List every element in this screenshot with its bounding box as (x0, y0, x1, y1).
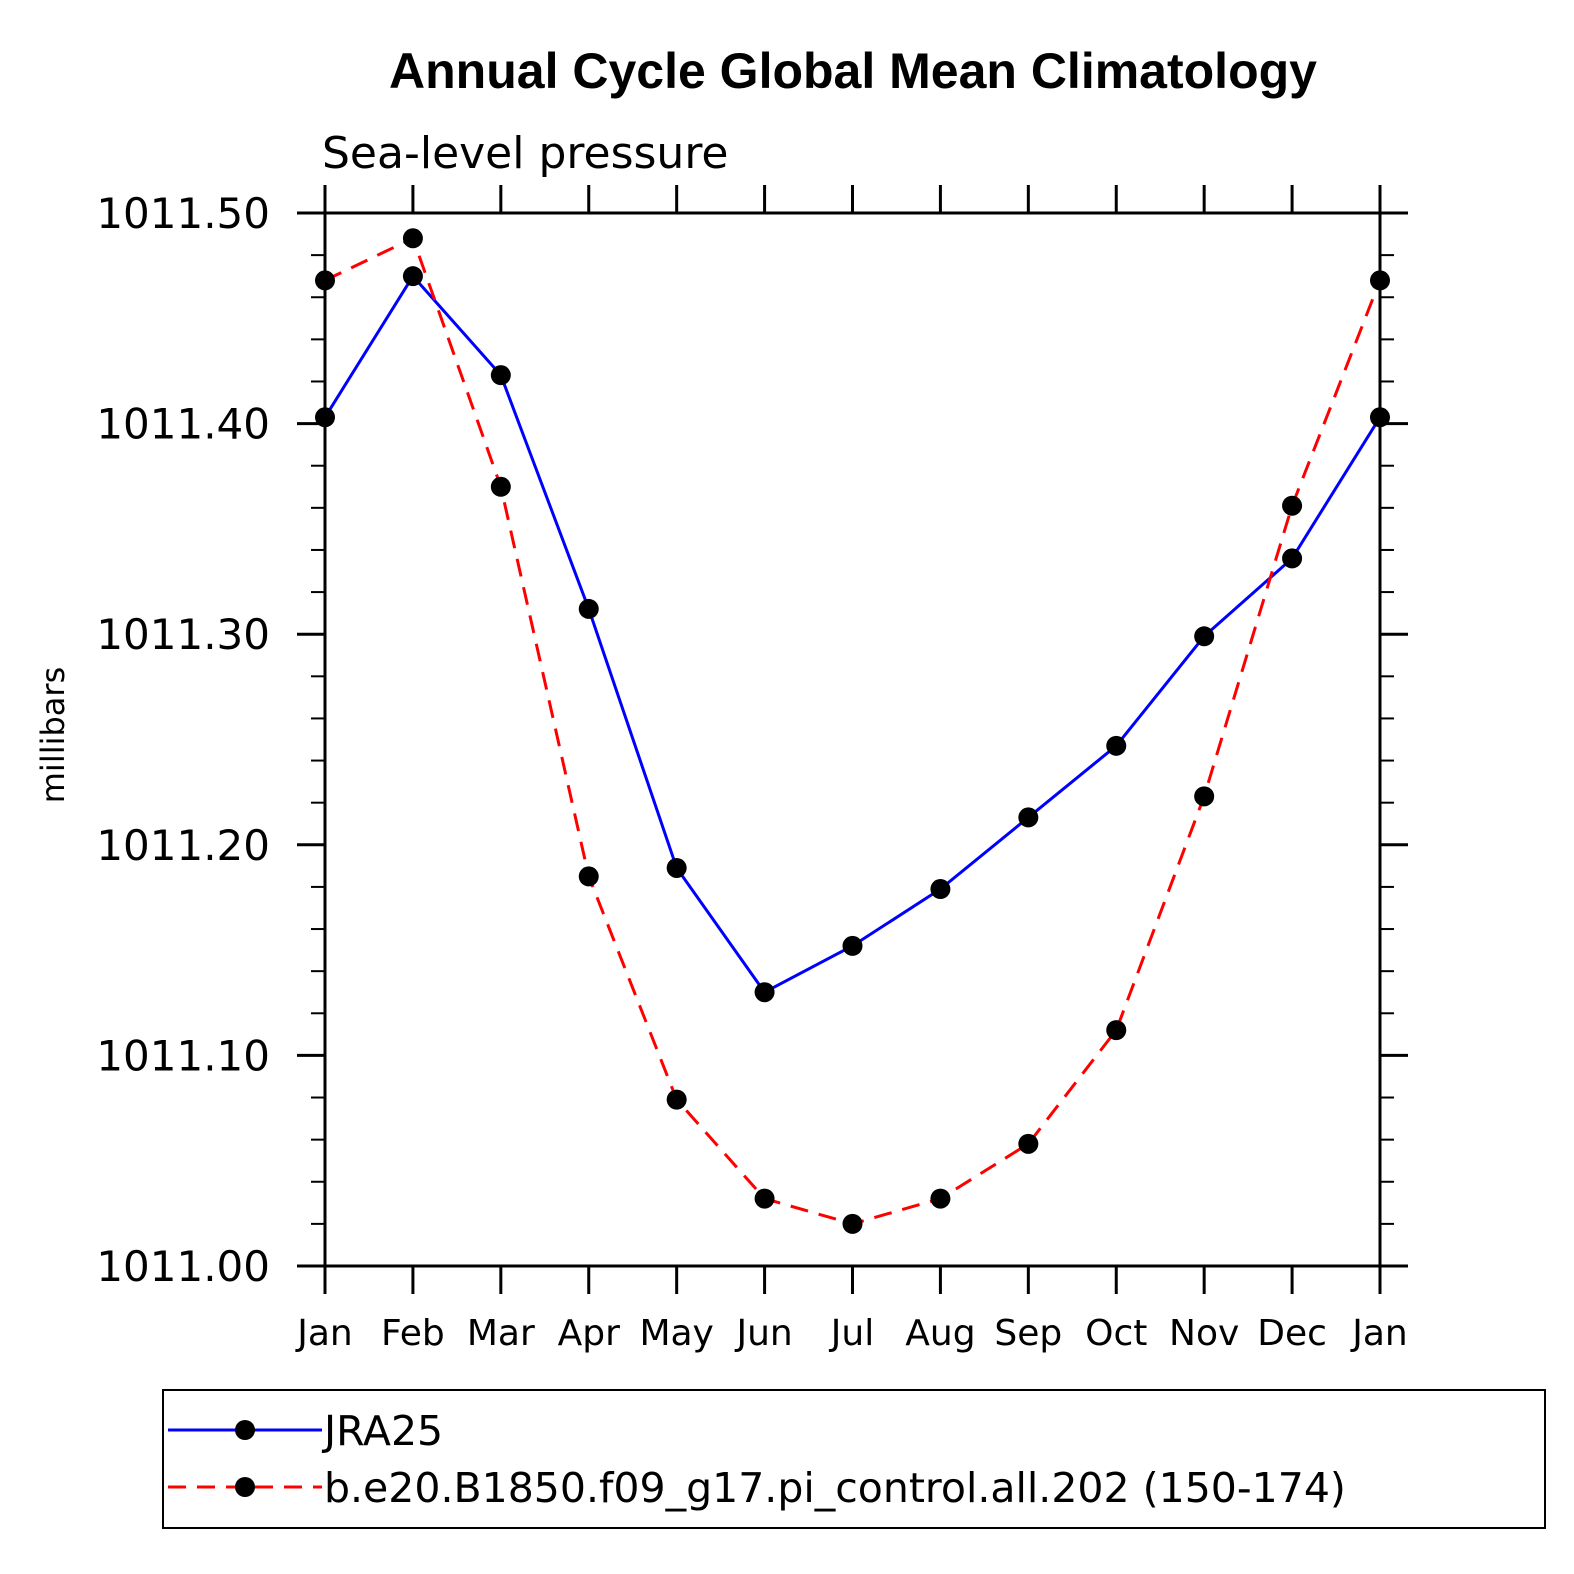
y-axis-label: millibars (34, 667, 72, 803)
plot-frame (323, 211, 1382, 1268)
data-point (666, 857, 687, 878)
y-tick-label: 1011.00 (96, 1242, 270, 1291)
legend-label-model: b.e20.B1850.f09_g17.pi_control.all.202 (… (324, 1464, 1346, 1512)
data-point (1194, 786, 1215, 807)
x-tick-label: Sep (994, 1313, 1062, 1354)
data-point (1018, 1133, 1039, 1154)
y-tick-labels: 1011.00 1011.10 1011.20 1011.30 1011.40 1011.… (96, 189, 270, 1291)
data-point (402, 266, 423, 287)
data-point (1282, 548, 1303, 569)
legend-label-jra25: JRA25 (321, 1407, 443, 1455)
x-tick-labels: Jan Feb Mar Apr May Jun Jul Aug Sep Oct Nov Dec Jan (295, 1313, 1408, 1354)
x-tick-label: Feb (381, 1313, 445, 1354)
data-point (842, 1213, 863, 1234)
legend-marker-jra25 (235, 1420, 255, 1440)
data-point (315, 407, 335, 428)
axis-ticks (297, 185, 1408, 1294)
data-point (930, 1188, 951, 1209)
data-point (1370, 407, 1390, 428)
data-point (1018, 807, 1039, 828)
x-tick-label: Jun (734, 1313, 792, 1354)
data-point (930, 879, 951, 900)
data-point (578, 598, 599, 619)
x-tick-label: Jan (1350, 1313, 1408, 1354)
data-series (315, 228, 1390, 1234)
data-point (402, 228, 423, 249)
y-tick-label: 1011.10 (96, 1031, 270, 1080)
x-tick-label: May (639, 1313, 713, 1354)
data-point (1194, 626, 1215, 647)
series-line (324, 236, 1382, 1226)
legend-marker-model (235, 1477, 255, 1497)
chart-subtitle: Sea-level pressure (322, 128, 729, 179)
y-tick-label: 1011.20 (96, 821, 270, 870)
x-tick-label: Jan (295, 1313, 353, 1354)
x-tick-label: Oct (1085, 1313, 1147, 1354)
y-tick-label: 1011.30 (96, 610, 270, 659)
data-point (1106, 735, 1127, 756)
x-tick-label: Dec (1257, 1313, 1327, 1354)
x-tick-label: Mar (467, 1313, 535, 1354)
data-point (1370, 270, 1390, 291)
x-tick-label: Apr (558, 1313, 620, 1354)
data-point (490, 476, 511, 497)
legend: JRA25 b.e20.B1850.f09_g17.pi_control.all… (162, 1389, 1546, 1529)
y-tick-label: 1011.50 (96, 189, 270, 238)
data-point (754, 982, 775, 1003)
series-line (323, 273, 1382, 995)
x-tick-label: Aug (905, 1313, 975, 1354)
data-point (1282, 495, 1303, 516)
data-point (1106, 1020, 1127, 1041)
data-point (315, 270, 335, 291)
x-tick-label: Nov (1169, 1313, 1239, 1354)
x-tick-label: Jul (829, 1313, 874, 1354)
y-tick-label: 1011.40 (96, 400, 270, 449)
data-point (754, 1188, 775, 1209)
data-point (490, 365, 511, 386)
legend-box (162, 1389, 1546, 1529)
series-1 (315, 228, 1390, 1234)
series-0 (315, 266, 1390, 1003)
chart-title: Annual Cycle Global Mean Climatology (389, 43, 1317, 99)
data-point (842, 935, 863, 956)
data-point (666, 1089, 687, 1110)
data-point (578, 866, 599, 887)
